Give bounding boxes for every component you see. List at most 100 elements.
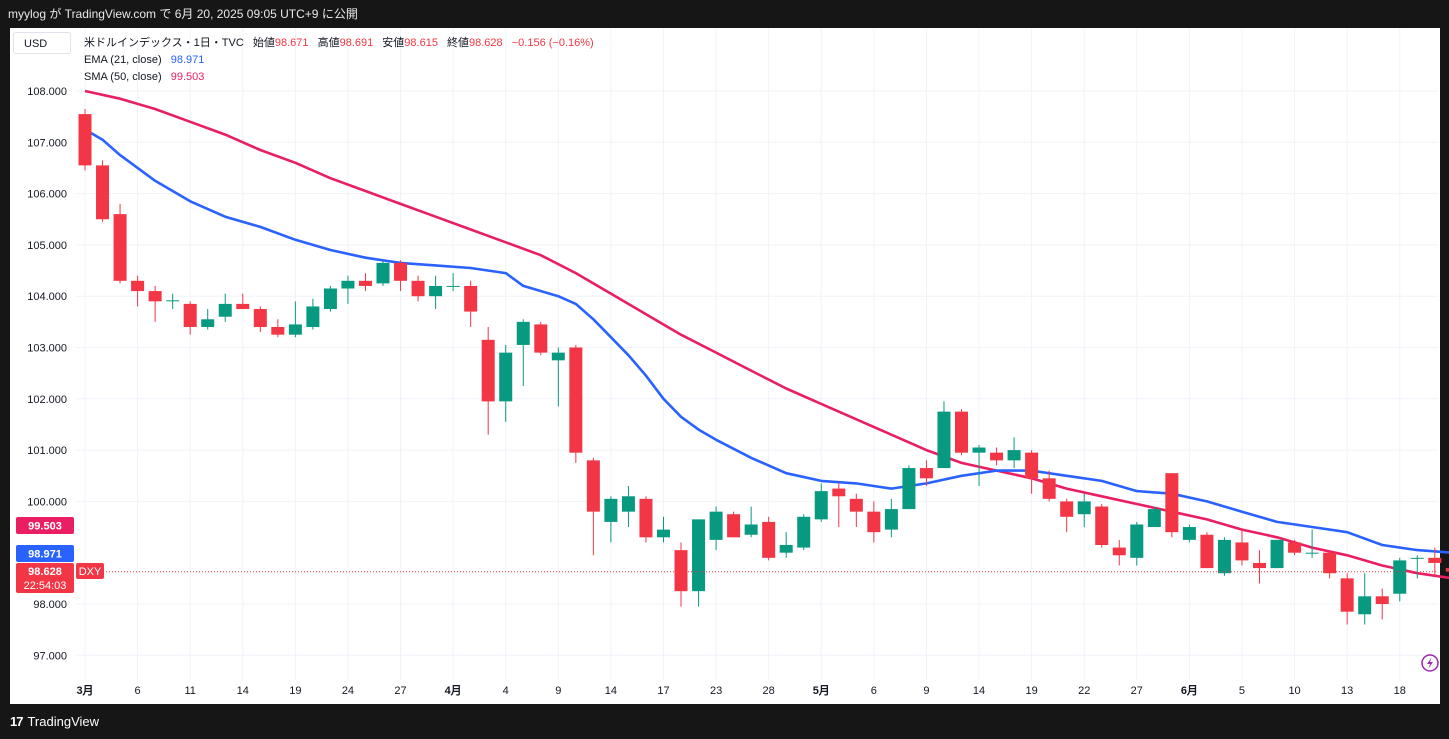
y-tick-label: 97.000 bbox=[33, 650, 67, 662]
sma-row[interactable]: SMA (50, close) 99.503 bbox=[84, 69, 594, 86]
candle-body bbox=[1147, 509, 1161, 528]
candle-body bbox=[744, 524, 758, 535]
candle-body bbox=[972, 447, 986, 453]
candle-body bbox=[516, 321, 530, 345]
ema-price-tag: 98.971 bbox=[28, 549, 62, 561]
candle-body bbox=[201, 319, 215, 327]
y-tick-label: 106.000 bbox=[27, 189, 67, 201]
candle-body bbox=[253, 309, 267, 327]
candle-body bbox=[849, 498, 863, 512]
y-tick-label: 100.000 bbox=[27, 496, 67, 508]
y-tick-label: 98.000 bbox=[33, 599, 67, 611]
last-price-tag: 98.628 bbox=[28, 566, 62, 578]
x-tick-label: 4 bbox=[503, 685, 509, 697]
candle-body bbox=[1428, 557, 1442, 563]
candle-body bbox=[1217, 539, 1231, 574]
y-tick-label: 105.000 bbox=[27, 240, 67, 252]
x-tick-label: 14 bbox=[237, 685, 249, 697]
x-tick-label: 9 bbox=[923, 685, 929, 697]
ema-label: EMA (21, close) bbox=[84, 54, 162, 66]
candle-body bbox=[113, 214, 127, 281]
ema-row[interactable]: EMA (21, close) 98.971 bbox=[84, 52, 594, 69]
candle-body bbox=[709, 511, 723, 540]
x-axis: 3月 6 11 14 19 24 27 4月 4 9 14 17 23 28 5月 6 9 14 19 22 27 6月 5… bbox=[76, 684, 1405, 697]
candle-body bbox=[674, 550, 688, 592]
x-tick-label: 4月 bbox=[445, 684, 462, 697]
candle-body bbox=[358, 280, 372, 286]
symbol-tag: DXY bbox=[79, 566, 102, 578]
sma-value: 99.503 bbox=[170, 71, 205, 83]
x-tick-label: 9 bbox=[555, 685, 561, 697]
candle-body bbox=[323, 288, 337, 310]
x-tick-label: 14 bbox=[973, 685, 985, 697]
x-tick-label: 6 bbox=[135, 685, 141, 697]
x-tick-label: 27 bbox=[1131, 685, 1143, 697]
candle-body bbox=[656, 529, 670, 538]
x-tick-label: 24 bbox=[342, 685, 354, 697]
candle-body bbox=[1165, 473, 1179, 533]
ema-price-tag-bg bbox=[16, 545, 74, 562]
publish-header: myylog が TradingView.com で 6月 20, 2025 0… bbox=[0, 0, 1449, 28]
footer: 17 TradingView bbox=[0, 706, 1449, 739]
x-tick-label: 10 bbox=[1288, 685, 1300, 697]
y-tick-label: 108.000 bbox=[27, 86, 67, 98]
candle-body bbox=[1007, 450, 1021, 461]
tradingview-brand[interactable]: 17 TradingView bbox=[10, 714, 99, 729]
candle-body bbox=[1393, 560, 1407, 594]
candle-body bbox=[376, 262, 390, 284]
open-value: 98.671 bbox=[274, 37, 309, 49]
candle-body bbox=[551, 352, 565, 361]
candle-body bbox=[814, 491, 828, 520]
symbol-title: 米ドルインデックス・1日・TVC bbox=[84, 37, 244, 49]
candle-body bbox=[1410, 557, 1424, 559]
sma-line-group bbox=[84, 89, 1449, 580]
candle-body bbox=[762, 521, 776, 558]
tradingview-logo-icon: 17 bbox=[10, 714, 24, 729]
candle-body bbox=[1077, 501, 1091, 515]
candle-body bbox=[797, 516, 811, 548]
x-tick-label: 18 bbox=[1394, 685, 1406, 697]
ema-line-group bbox=[84, 128, 1449, 554]
y-tick-label: 103.000 bbox=[27, 343, 67, 355]
x-tick-label: 6月 bbox=[1181, 684, 1198, 697]
candle-body bbox=[937, 411, 951, 469]
candle-body bbox=[586, 460, 600, 512]
candles bbox=[78, 108, 1449, 625]
candle-body bbox=[534, 324, 548, 353]
candle-body bbox=[902, 468, 916, 510]
candle-body bbox=[1235, 542, 1249, 561]
candle-body bbox=[481, 339, 495, 402]
candle-body bbox=[692, 519, 706, 592]
candle-body bbox=[341, 280, 355, 289]
publish-text: myylog が TradingView.com で 6月 20, 2025 0… bbox=[8, 7, 358, 21]
x-tick-label: 11 bbox=[184, 685, 195, 697]
candle-body bbox=[1182, 527, 1196, 540]
sma-label: SMA (50, close) bbox=[84, 71, 162, 83]
high-label: 高値 bbox=[317, 37, 340, 49]
currency-button[interactable]: USD bbox=[13, 32, 71, 54]
candle-body bbox=[604, 498, 618, 522]
x-tick-label: 22 bbox=[1078, 685, 1090, 697]
x-tick-label: 19 bbox=[289, 685, 301, 697]
close-label: 終値 bbox=[447, 37, 470, 49]
last-price-tag-bg bbox=[16, 563, 74, 593]
candle-body bbox=[288, 324, 302, 335]
sma-line bbox=[84, 89, 1449, 580]
x-tick-label: 6 bbox=[871, 685, 877, 697]
x-tick-label: 23 bbox=[710, 685, 722, 697]
y-tick-label: 102.000 bbox=[27, 394, 67, 406]
close-value: 98.628 bbox=[469, 37, 503, 49]
ema-line bbox=[84, 128, 1449, 554]
countdown-tag: 22:54:03 bbox=[24, 580, 67, 592]
candle-body bbox=[639, 498, 653, 538]
candle-body bbox=[1445, 568, 1449, 572]
candle-body bbox=[306, 306, 320, 327]
brand-name: TradingView bbox=[27, 714, 100, 729]
lightning-icon[interactable] bbox=[1421, 654, 1439, 672]
high-value: 98.691 bbox=[339, 37, 374, 49]
candle-body bbox=[183, 303, 197, 327]
y-axis: 108.000 107.000 106.000 105.000 104.000 103.0… bbox=[27, 86, 67, 662]
candle-body bbox=[884, 509, 898, 530]
candle-body bbox=[78, 114, 92, 166]
